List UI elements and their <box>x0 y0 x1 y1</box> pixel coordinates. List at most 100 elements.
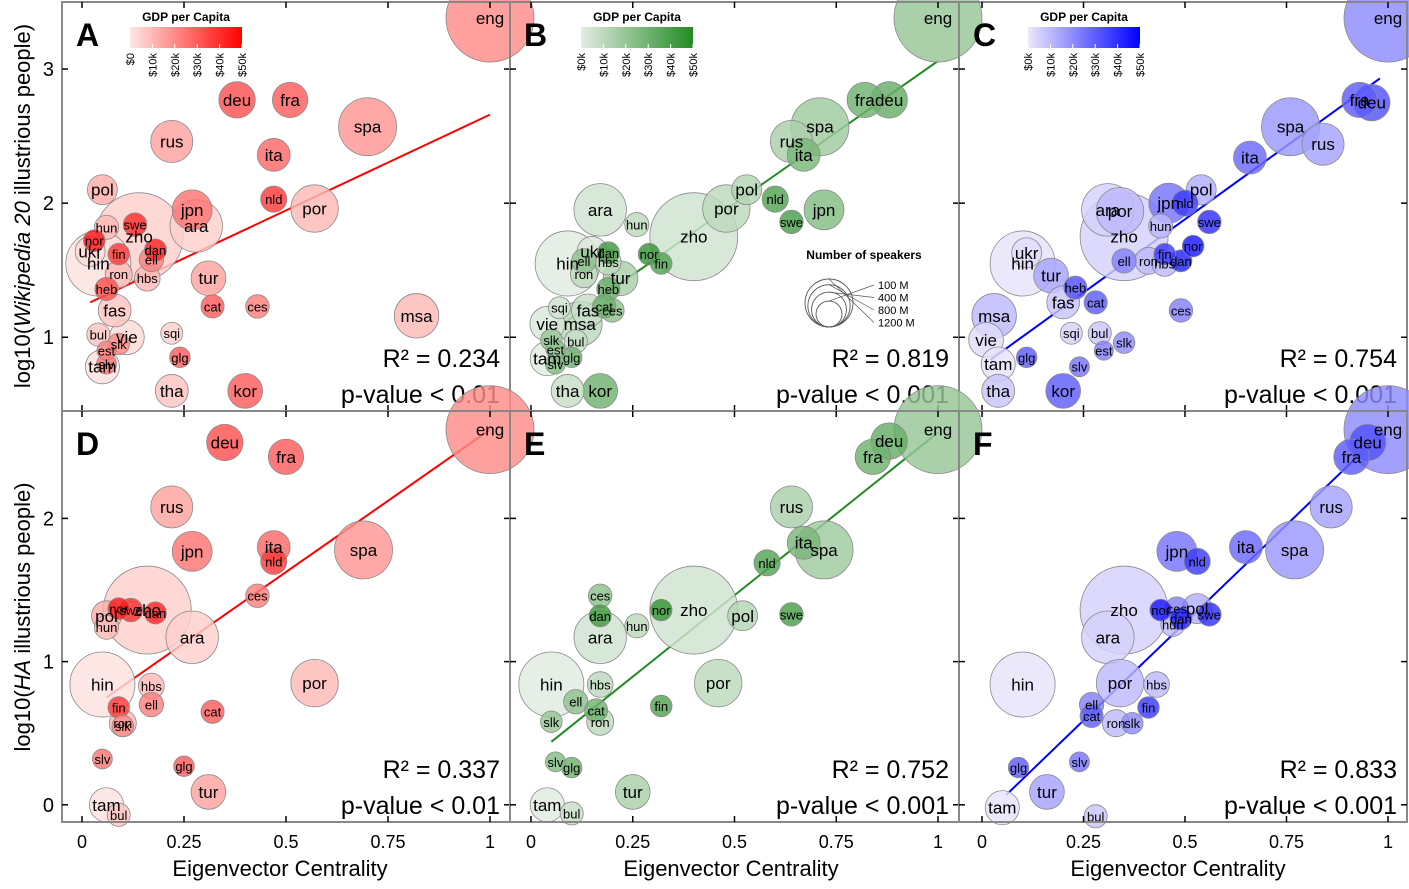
point-label-glg: glg <box>1010 761 1027 776</box>
colorbar-tick-label: $40k <box>215 53 227 77</box>
bubble-nld <box>1171 189 1199 217</box>
bubble-fin <box>650 252 673 275</box>
point-label-dan: dan <box>597 246 619 261</box>
bubble-nld <box>260 547 288 575</box>
point-label-kor: kor <box>1051 382 1075 401</box>
point-label-ara: ara <box>588 201 613 220</box>
bubble-hbs <box>1143 671 1170 698</box>
point-label-slk: slk <box>1116 336 1132 351</box>
point-label-rus: rus <box>1311 135 1335 154</box>
point-label-glg: glg <box>563 350 580 365</box>
point-label-hin: hin <box>1011 676 1034 695</box>
point-label-nor: nor <box>1184 239 1203 254</box>
point-label-tam: tam <box>88 358 116 377</box>
bubble-cat <box>584 698 609 723</box>
point-label-tha: tha <box>986 382 1010 401</box>
bubble-eng <box>445 0 535 63</box>
bubble-dan <box>144 601 167 625</box>
point-label-nor: nor <box>1151 603 1170 618</box>
point-label-hbs: hbs <box>590 678 611 693</box>
point-label-hbs: hbs <box>1146 678 1167 693</box>
x-tick-label: 0.75 <box>370 832 405 852</box>
bubble-est <box>96 340 117 361</box>
point-label-nld: nld <box>758 556 775 571</box>
point-label-ron: ron <box>591 715 610 730</box>
point-label-cat: cat <box>1083 709 1101 724</box>
bubble-deu <box>218 81 256 119</box>
point-label-ell: ell <box>1118 254 1131 269</box>
point-label-cat: cat <box>587 703 605 718</box>
bubble-fin <box>1153 242 1176 266</box>
point-label-ces: ces <box>1167 602 1188 617</box>
x-tick-label: 0.25 <box>615 832 650 852</box>
point-label-por: por <box>714 200 739 219</box>
bubble-tha <box>550 374 585 408</box>
point-label-ron: ron <box>1107 716 1126 731</box>
bubble-dan <box>144 238 167 262</box>
panel-letter: A <box>76 17 99 53</box>
bubble-kor <box>1045 373 1081 409</box>
x-axis-title-3: Eigenvector Centrality <box>1070 856 1285 881</box>
point-label-swe: swe <box>1198 607 1221 622</box>
point-label-hin: hin <box>1011 254 1034 273</box>
point-label-jpn: jpn <box>180 201 204 220</box>
point-label-fas: fas <box>577 301 600 320</box>
point-label-ron: ron <box>109 267 128 282</box>
bubble-rus <box>1309 485 1353 529</box>
bubble-spa <box>334 520 393 580</box>
bubble-dan <box>1169 607 1193 631</box>
point-label-slv: slv <box>547 755 563 770</box>
fit-line <box>105 428 491 699</box>
point-label-nor: nor <box>652 603 671 618</box>
point-label-ces: ces <box>247 299 268 314</box>
point-label-jpn: jpn <box>812 201 836 220</box>
point-label-tur: tur <box>1041 267 1061 286</box>
point-label-fin: fin <box>1158 247 1172 262</box>
colorbar-tick-label: $50k <box>237 53 249 77</box>
x-tick-label: 0 <box>77 832 87 852</box>
colorbar-title: GDP per Capita <box>593 10 681 24</box>
point-label-eng: eng <box>924 421 952 440</box>
point-label-vie: vie <box>975 331 997 350</box>
x-tick-label: 1 <box>1383 832 1393 852</box>
point-label-eng: eng <box>476 421 504 440</box>
panel-letter: F <box>973 426 993 462</box>
point-label-nor: nor <box>109 602 128 617</box>
point-label-fin: fin <box>654 699 668 714</box>
point-label-pol: pol <box>735 181 758 200</box>
point-label-zho: zho <box>680 601 707 620</box>
point-label-fin: fin <box>112 700 126 715</box>
x-tick-label: 0.25 <box>166 832 201 852</box>
fit-line <box>550 431 939 743</box>
panel-letter: D <box>76 426 99 462</box>
point-label-msa: msa <box>978 307 1011 326</box>
point-label-est: est <box>547 342 565 357</box>
bubble-tur <box>614 774 651 810</box>
point-label-ukr: ukr <box>580 242 604 261</box>
bubble-fra <box>267 438 305 475</box>
bubble-ita <box>1229 530 1263 564</box>
point-label-deu: deu <box>875 91 903 110</box>
x-tick-label: 0.5 <box>273 832 298 852</box>
point-label-rus: rus <box>160 132 184 151</box>
point-label-pol: pol <box>1190 181 1213 200</box>
size-legend-circle <box>807 284 851 328</box>
bubble-ara <box>573 183 627 237</box>
bubble-slv <box>1069 751 1090 773</box>
colorbar-tick-label: $10k <box>598 53 610 77</box>
bubble-cat <box>1083 290 1108 315</box>
point-label-spa: spa <box>354 118 382 137</box>
point-label-slk: slk <box>543 333 559 348</box>
colorbar-tick-label: $30k <box>1090 53 1102 77</box>
point-label-rus: rus <box>780 498 804 517</box>
point-label-eng: eng <box>476 9 504 28</box>
point-label-nld: nld <box>265 554 282 569</box>
colorbar-tick-label: $0k <box>1023 53 1035 71</box>
bubble-glg <box>1015 346 1038 369</box>
size-legend-circle <box>815 300 843 328</box>
point-label-ces: ces <box>602 303 623 318</box>
bubble-sqi <box>1059 321 1083 345</box>
bubble-est <box>545 339 566 360</box>
